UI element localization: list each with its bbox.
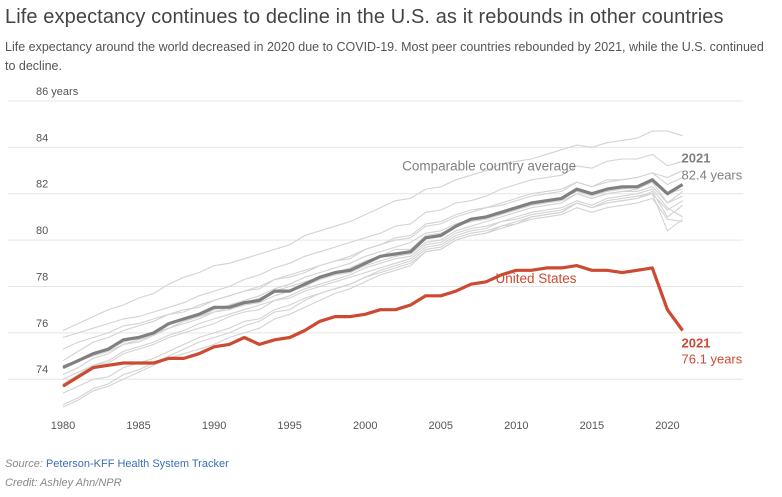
average-line-group <box>62 178 684 370</box>
y-tick-label: 80 <box>36 225 48 237</box>
source-note: Source: Peterson-KFF Health System Track… <box>5 458 229 470</box>
gridlines <box>8 100 743 380</box>
chart-subtitle: Life expectancy around the world decreas… <box>5 40 764 73</box>
us-end-year-label: 2021 <box>682 336 711 351</box>
source-link[interactable]: Peterson-KFF Health System Tracker <box>45 458 229 470</box>
peer-country-line <box>62 193 683 408</box>
us-end-value-label: 76.1 years <box>682 352 743 367</box>
average-end-year-label: 2021 <box>682 150 711 165</box>
y-tick-label: 86 years <box>36 86 79 98</box>
y-tick-label: 82 <box>36 179 48 191</box>
peer-country-line <box>62 193 683 380</box>
y-tick-label: 84 <box>36 132 48 144</box>
x-tick-label: 2000 <box>353 420 377 432</box>
peer-country-line <box>62 197 683 394</box>
y-tick-label: 74 <box>36 364 48 376</box>
peer-country-line <box>62 188 683 385</box>
x-tick-label: 1990 <box>202 420 226 432</box>
x-tick-label: 1980 <box>51 420 75 432</box>
x-tick-label: 2015 <box>580 420 604 432</box>
annotations: Comparable country average United States 2… <box>402 150 743 366</box>
source-prefix: Source: <box>5 458 46 470</box>
average-end-value-label: 82.4 years <box>682 167 743 182</box>
peer-country-line <box>62 181 683 366</box>
credit-note: Credit: Ashley Ahn/NPR <box>5 477 122 489</box>
peer-country-line <box>62 130 683 332</box>
us-series-label: United States <box>495 271 576 286</box>
y-tick-label: 78 <box>36 271 48 283</box>
peer-country-lines <box>62 130 683 408</box>
peer-country-line <box>62 190 683 406</box>
peer-country-line <box>62 153 683 339</box>
average-line <box>62 178 684 370</box>
us-line-group <box>62 264 684 388</box>
average-series-label: Comparable country average <box>402 159 576 174</box>
x-tick-label: 1985 <box>126 420 150 432</box>
x-axis-tick-labels: 1980 1985 1990 1995 2000 2005 2010 2015 2020 <box>51 420 680 432</box>
x-tick-label: 2005 <box>429 420 453 432</box>
x-tick-label: 2020 <box>655 420 679 432</box>
us-line <box>62 264 684 388</box>
x-tick-label: 1995 <box>277 420 301 432</box>
peer-country-line <box>62 170 683 350</box>
y-tick-label: 76 <box>36 318 48 330</box>
y-axis-tick-labels: 74 76 78 80 82 84 86 years <box>36 86 79 376</box>
x-tick-label: 2010 <box>504 420 528 432</box>
chart-title: Life expectancy continues to decline in … <box>5 6 724 28</box>
